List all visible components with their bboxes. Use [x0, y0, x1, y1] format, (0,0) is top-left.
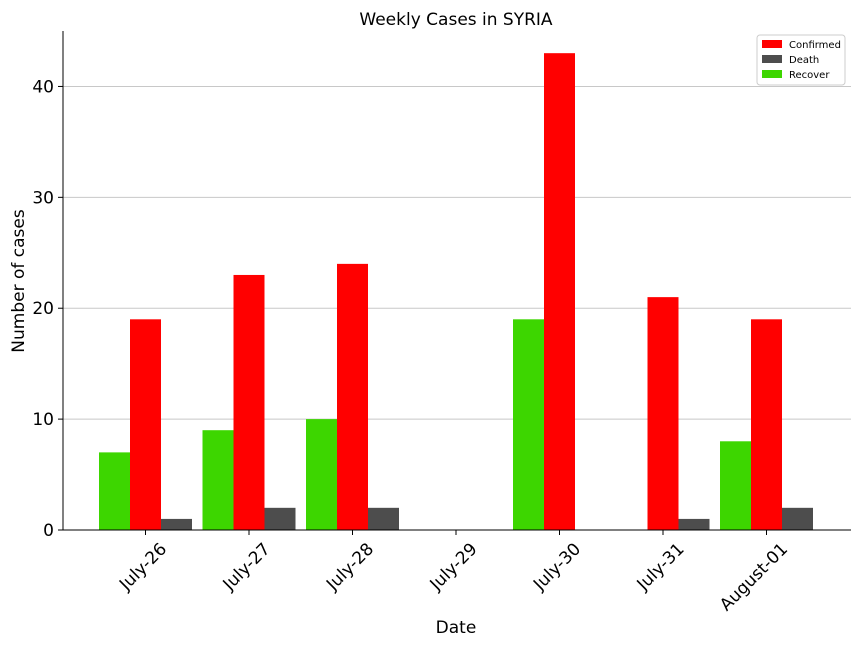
- chart-title: Weekly Cases in SYRIA: [359, 10, 553, 30]
- y-tick-label: 30: [32, 188, 54, 208]
- bar-recover-july-30: [513, 319, 544, 530]
- bar-confirmed-july-30: [544, 53, 575, 531]
- x-tick-label: July-31: [633, 539, 689, 595]
- bar-death-july-27: [264, 507, 296, 530]
- y-ticks: 0 10 20 30 40: [32, 77, 63, 541]
- y-axis-title: Number of cases: [9, 209, 29, 353]
- y-tick-label: 40: [32, 77, 54, 97]
- bar-recover-july-27: [202, 430, 234, 530]
- legend: Confirmed Death Recover: [756, 34, 846, 86]
- bar-confirmed-august-01: [751, 319, 782, 530]
- bar-recover-july-28: [306, 419, 337, 530]
- y-tick-label: 0: [43, 521, 54, 541]
- x-axis-title: Date: [436, 618, 477, 638]
- bar-death-july-26: [161, 518, 192, 530]
- y-tick-label: 10: [32, 410, 54, 430]
- bar-confirmed-july-28: [337, 263, 368, 530]
- legend-swatch-recover: [762, 70, 782, 78]
- x-tick-label: July-29: [426, 539, 482, 595]
- bars: [99, 53, 813, 531]
- bar-death-july-31: [678, 518, 710, 530]
- y-tick-label: 20: [32, 299, 54, 319]
- legend-label-death: Death: [789, 55, 819, 66]
- x-tick-label: July-26: [115, 539, 171, 595]
- legend-label-confirmed: Confirmed: [789, 40, 841, 51]
- bar-death-august-01: [782, 507, 813, 530]
- bar-recover-july-26: [99, 452, 130, 530]
- legend-swatch-death: [762, 55, 782, 63]
- x-tick-label: July-27: [219, 539, 275, 595]
- gridlines: [63, 85, 851, 420]
- bar-confirmed-july-26: [130, 319, 161, 530]
- x-ticks: July-26 July-27 July-28 July-29 July-30 July-…: [115, 530, 792, 615]
- bar-death-july-28: [368, 507, 399, 530]
- x-tick-label: July-28: [322, 539, 378, 595]
- x-tick-label: July-30: [529, 539, 585, 595]
- bar-recover-august-01: [720, 441, 751, 530]
- axes: [62, 31, 851, 531]
- bar-confirmed-july-27: [233, 274, 265, 530]
- x-tick-label: August-01: [716, 539, 792, 615]
- bar-confirmed-july-31: [647, 297, 679, 530]
- legend-swatch-confirmed: [762, 40, 782, 48]
- legend-label-recover: Recover: [789, 70, 830, 81]
